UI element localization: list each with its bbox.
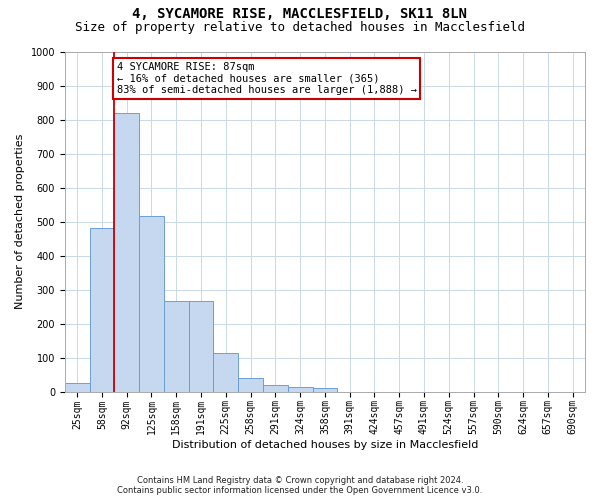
Bar (65, 383, 89, 392)
Bar (139, 216, 164, 392)
Text: 4 SYCAMORE RISE: 87sqm
← 16% of detached houses are smaller (365)
83% of semi-de: 4 SYCAMORE RISE: 87sqm ← 16% of detached… (117, 62, 417, 95)
Bar (263, 385, 288, 392)
Text: 4, SYCAMORE RISE, MACCLESFIELD, SK11 8LN: 4, SYCAMORE RISE, MACCLESFIELD, SK11 8LN (133, 8, 467, 22)
Bar (313, 388, 337, 392)
Y-axis label: Number of detached properties: Number of detached properties (15, 134, 25, 309)
Text: Size of property relative to detached houses in Macclesfield: Size of property relative to detached ho… (75, 21, 525, 34)
Bar (188, 302, 214, 392)
Bar (288, 387, 313, 392)
Text: Contains HM Land Registry data © Crown copyright and database right 2024.
Contai: Contains HM Land Registry data © Crown c… (118, 476, 482, 495)
X-axis label: Distribution of detached houses by size in Macclesfield: Distribution of detached houses by size … (172, 440, 478, 450)
Bar (89, 228, 115, 392)
Bar (164, 302, 188, 392)
Bar (238, 378, 263, 392)
Bar (214, 354, 238, 392)
Bar (115, 112, 139, 392)
